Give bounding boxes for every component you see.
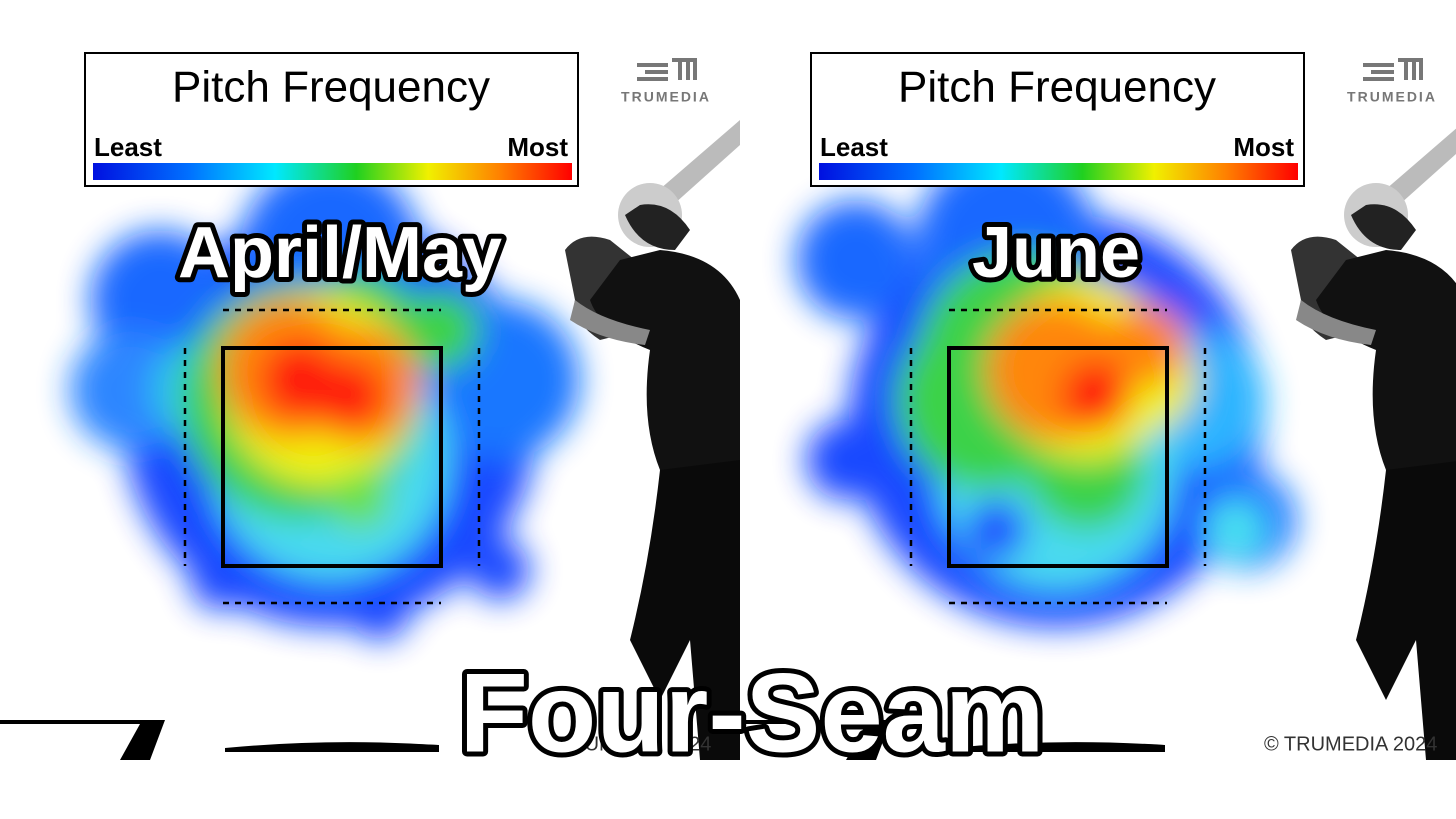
legs — [1356, 461, 1456, 760]
logo-mark — [1363, 58, 1423, 81]
plate-right — [1040, 743, 1165, 752]
heatmap — [796, 150, 1296, 627]
torso — [1316, 250, 1456, 470]
panel: Pitch Frequency Least Most TRUMEDIA © TRUMED… — [726, 52, 1456, 760]
logo-text: TRUMEDIA — [621, 89, 711, 105]
arm-light — [1296, 300, 1376, 345]
heat-blob — [1206, 500, 1266, 560]
arm-light — [570, 300, 650, 345]
strike-zone — [221, 346, 443, 568]
heat-blob — [350, 580, 410, 640]
heat-blob — [966, 500, 1026, 560]
logo-text: TRUMEDIA — [1347, 89, 1437, 105]
panels: Pitch Frequency Least Most TRUMEDIA © TRUMED… — [0, 52, 1456, 760]
heat-blob — [330, 470, 390, 530]
heat-blob — [190, 550, 250, 610]
strike-zone — [947, 346, 1169, 568]
head — [1351, 204, 1416, 250]
copyright: © TRUMEDIA 2024 — [538, 733, 711, 755]
legend-title: Pitch Frequency — [898, 63, 1216, 112]
batter-box — [0, 720, 165, 760]
legend-gradient — [819, 163, 1298, 180]
legend-low: Least — [94, 132, 162, 162]
panel: Pitch Frequency Least Most TRUMEDIA © TRUMED… — [0, 52, 740, 760]
legs — [630, 460, 740, 760]
logo-mark — [637, 58, 697, 81]
torso — [590, 250, 740, 470]
heatmap — [70, 160, 580, 640]
copyright: © TRUMEDIA 2024 — [1264, 733, 1437, 755]
heat-blob — [806, 420, 886, 500]
heat-blob — [1061, 360, 1131, 430]
legend-low: Least — [820, 132, 888, 162]
plate-right — [314, 743, 439, 752]
caption: Four-Seam — [460, 651, 1045, 776]
batter-box — [726, 720, 891, 760]
heat-blob — [470, 540, 530, 600]
panel-label: June — [972, 213, 1140, 293]
panel-label: April/May — [178, 213, 502, 293]
legend-title: Pitch Frequency — [172, 63, 490, 112]
legend-high: Most — [507, 132, 568, 162]
heat-blob — [315, 360, 385, 430]
batter — [1291, 128, 1456, 760]
legend-high: Most — [1233, 132, 1294, 162]
legend-gradient — [93, 163, 572, 180]
head — [625, 204, 690, 250]
batter — [565, 120, 740, 760]
heat-blob — [796, 200, 916, 320]
